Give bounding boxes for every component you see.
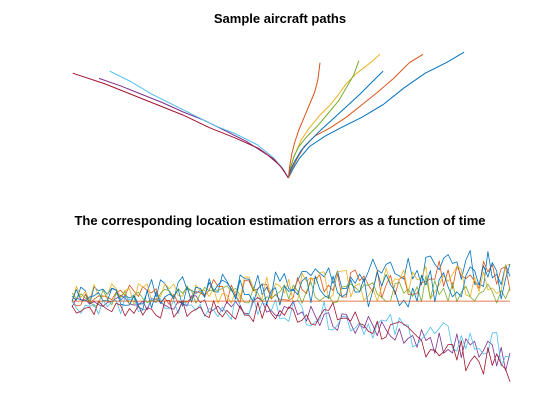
error-series-4 [71, 294, 511, 372]
aircraft-path-9 [287, 62, 321, 179]
error-series-2 [71, 260, 511, 307]
aircraft-path-6 [109, 70, 289, 179]
aircraft-path-7 [72, 72, 289, 179]
chart-title-estimation-errors: The corresponding location estimation er… [74, 213, 486, 228]
aircraft-path-1 [287, 51, 465, 179]
aircraft-path-2 [287, 53, 424, 179]
error-series-6 [71, 295, 511, 367]
aircraft-path-3 [287, 53, 381, 179]
chart-title-aircraft-paths: Sample aircraft paths [213, 11, 347, 26]
aircraft-path-8 [287, 70, 384, 179]
error-series-7 [71, 300, 511, 382]
error-series-8 [71, 262, 511, 310]
aircraft-path-5 [287, 60, 360, 179]
